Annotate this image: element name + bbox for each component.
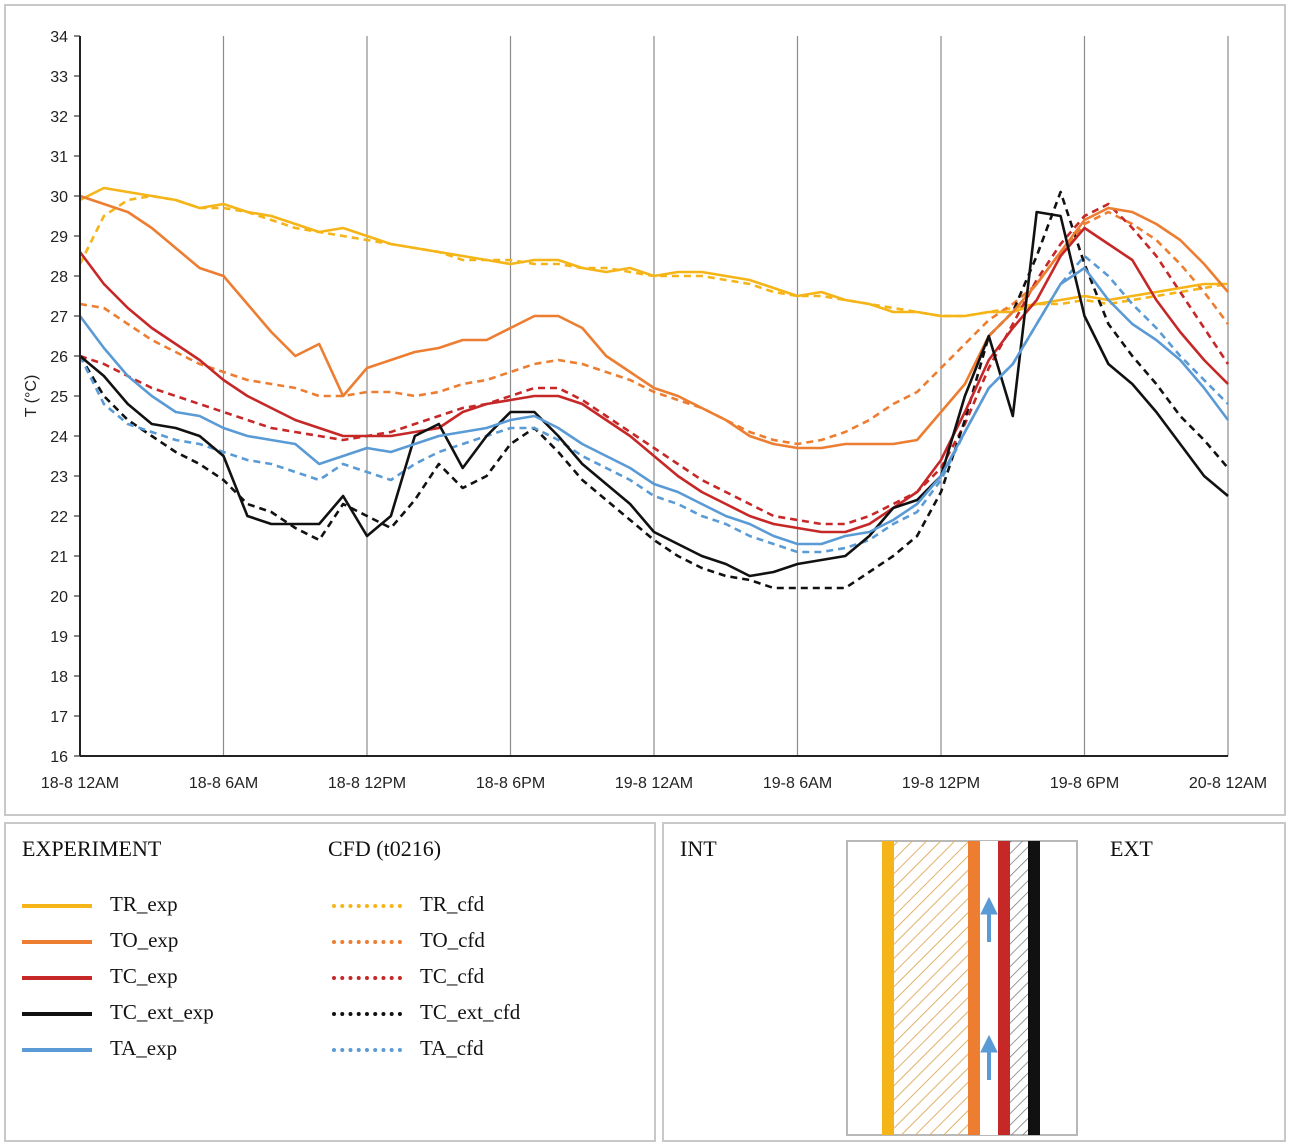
legend-swatch <box>22 940 92 944</box>
wall-layer-air-cavity <box>980 841 998 1135</box>
chart-panel: 18-8 12AM 18-8 6AM 18-8 12PM 18-8 6PM 19-8 1… <box>4 4 1286 816</box>
wall-layer-tc-ext <box>1028 841 1040 1135</box>
legend-item-to-cfd: TO_cfd <box>332 928 532 958</box>
wall-layer-masonry-hatch <box>894 841 968 1135</box>
x-tick-label: 18-8 12AM <box>41 775 119 792</box>
y-tick-label: 20 <box>50 589 68 606</box>
legend-label: TR_exp <box>110 892 178 916</box>
legend-item-ta-exp: TA_exp <box>22 1036 222 1066</box>
legend-swatch <box>332 976 402 980</box>
grid-layer <box>222 36 1229 756</box>
legend-label: TO_cfd <box>420 928 485 952</box>
legend-swatch <box>22 1048 92 1052</box>
wall-section-diagram <box>846 840 1078 1136</box>
x-tick-label: 18-8 6AM <box>189 775 258 792</box>
legend-heading-cfd: CFD (t0216) <box>328 836 442 861</box>
air-arrow-icon <box>980 1034 998 1080</box>
interior-label: INT <box>680 836 717 861</box>
legend-label: TA_cfd <box>420 1036 484 1060</box>
x-tick-label: 19-8 12PM <box>902 775 980 792</box>
x-tick-label: 20-8 12AM <box>1189 775 1267 792</box>
y-tick-label: 22 <box>50 509 68 526</box>
legend-item-to-exp: TO_exp <box>22 928 222 958</box>
y-tick-label: 33 <box>50 69 68 86</box>
series-line-ta-exp <box>78 266 1230 546</box>
wall-section-diagram-panel: INT EXT <box>662 822 1286 1142</box>
legend-item-tc-cfd: TC_cfd <box>332 964 532 994</box>
legend-item-tr-exp: TR_exp <box>22 892 222 922</box>
y-tick-label: 19 <box>50 629 68 646</box>
legend-label: TC_exp <box>110 964 178 988</box>
series-line-tc-exp <box>78 226 1229 534</box>
y-tick-label: 16 <box>50 749 68 766</box>
legend-item-tr-cfd: TR_cfd <box>332 892 532 922</box>
x-tick-label: 19-8 6PM <box>1050 775 1119 792</box>
legend-label: TR_cfd <box>420 892 485 916</box>
air-arrow-icon <box>980 896 998 942</box>
x-tick-label: 18-8 6PM <box>476 775 545 792</box>
y-tick-label: 17 <box>50 709 68 726</box>
series-line-to-cfd <box>79 210 1230 446</box>
x-tick-label: 18-8 12PM <box>328 775 406 792</box>
tick-layer: 18-8 12AM 18-8 6AM 18-8 12PM 18-8 6PM 19-8 1… <box>23 29 1267 792</box>
legend-label: TC_ext_exp <box>110 1000 214 1024</box>
series-line-tc-cfd <box>79 202 1230 526</box>
y-axis-label: T (°C) <box>23 375 40 418</box>
legend-swatch <box>22 904 92 908</box>
wall-layer-cladding-hatch <box>1010 841 1028 1135</box>
wall-layer-tc <box>998 841 1010 1135</box>
legend-swatch <box>332 1048 402 1052</box>
legend-swatch <box>332 1012 402 1016</box>
legend-label: TA_exp <box>110 1036 178 1060</box>
y-tick-label: 29 <box>50 229 68 246</box>
y-tick-label: 24 <box>50 429 68 446</box>
series-line-tc-ext-cfd <box>78 190 1229 590</box>
y-tick-label: 28 <box>50 269 68 286</box>
y-tick-label: 32 <box>50 109 68 126</box>
legend-label: TO_exp <box>110 928 179 952</box>
legend-item-ta-cfd: TA_cfd <box>332 1036 532 1066</box>
axis-layer <box>74 35 1228 757</box>
legend-panel: EXPERIMENT CFD (t0216) TR_exp TO_exp TC_ex… <box>4 822 656 1142</box>
legend-swatch <box>332 904 402 908</box>
y-tick-label: 34 <box>50 29 68 46</box>
series-line-to-exp <box>79 194 1229 450</box>
y-tick-label: 18 <box>50 669 68 686</box>
series-layer <box>78 186 1230 590</box>
series-line-tr-exp <box>79 186 1228 318</box>
x-tick-label: 19-8 12AM <box>615 775 693 792</box>
y-tick-label: 30 <box>50 189 68 206</box>
temperature-line-chart: 18-8 12AM 18-8 6AM 18-8 12PM 18-8 6PM 19-8 1… <box>23 29 1267 792</box>
y-tick-label: 23 <box>50 469 68 486</box>
legend-label: TC_ext_cfd <box>420 1000 521 1024</box>
x-tick-label: 19-8 6AM <box>763 775 832 792</box>
y-tick-label: 25 <box>50 389 68 406</box>
series-line-tc-ext-exp <box>79 210 1229 578</box>
y-tick-label: 27 <box>50 309 68 326</box>
exterior-label: EXT <box>1110 836 1153 861</box>
legend-heading-experiment: EXPERIMENT <box>22 836 162 861</box>
legend-swatch <box>22 1012 92 1016</box>
y-tick-label: 31 <box>50 149 68 166</box>
legend-swatch <box>22 976 92 980</box>
wall-layer-to <box>968 841 980 1135</box>
y-tick-label: 26 <box>50 349 68 366</box>
legend-item-tc-ext-cfd: TC_ext_cfd <box>332 1000 532 1030</box>
legend-swatch <box>332 940 402 944</box>
legend-label: TC_cfd <box>420 964 485 988</box>
y-tick-label: 21 <box>50 549 68 566</box>
legend-item-tc-exp: TC_exp <box>22 964 222 994</box>
legend-item-tc-ext-exp: TC_ext_exp <box>22 1000 222 1030</box>
wall-layer-tr <box>882 841 894 1135</box>
